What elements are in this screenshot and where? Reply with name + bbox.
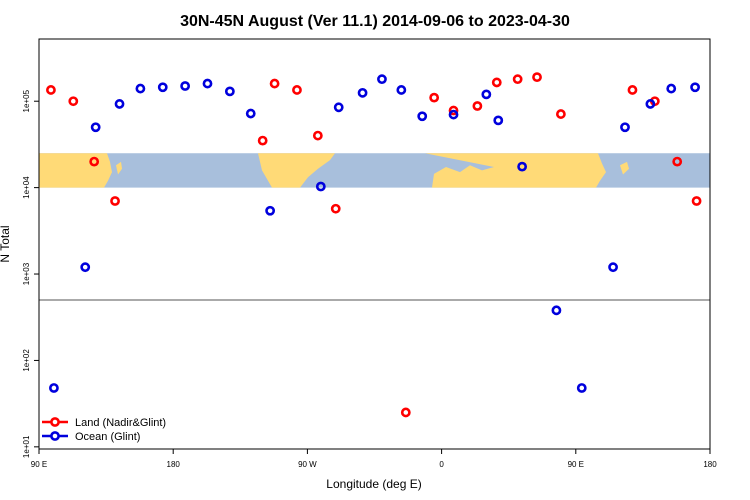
data-point [608, 262, 618, 273]
legend-marker [50, 417, 60, 427]
plot-frame [38, 38, 711, 450]
data-point [517, 161, 528, 172]
data-point [49, 383, 59, 393]
data-point [429, 92, 440, 103]
data-point [551, 305, 562, 316]
x-tick-label: 90 E [568, 460, 584, 469]
map-land [116, 161, 122, 175]
series-land [46, 72, 702, 418]
data-point [269, 78, 280, 89]
y-tick-label: 1e+05 [22, 89, 31, 112]
data-point [448, 105, 459, 116]
world-map-band [39, 153, 710, 188]
data-point [377, 74, 387, 85]
y-tick-label: 1e+01 [22, 435, 31, 458]
data-point [157, 82, 168, 93]
data-point [672, 156, 683, 167]
data-point [292, 85, 302, 95]
data-point [512, 74, 523, 85]
data-point [202, 78, 213, 89]
data-point [333, 102, 344, 113]
data-point [690, 82, 700, 93]
data-point [555, 109, 566, 119]
data-point [620, 122, 630, 133]
data-point [666, 83, 677, 94]
legend-entry: Ocean (Glint) [75, 431, 140, 443]
data-point [627, 85, 638, 95]
data-point [645, 99, 656, 109]
data-point [68, 96, 79, 107]
legend: Land (Nadir&Glint) Ocean (Glint) [42, 417, 166, 443]
data-point [330, 203, 341, 214]
data-point [396, 85, 407, 95]
legend-entry: Land (Nadir&Glint) [75, 417, 166, 429]
data-point [357, 87, 368, 98]
data-point [472, 101, 483, 111]
y-tick-label: 1e+03 [22, 262, 31, 285]
data-point [417, 111, 428, 122]
data-point [80, 262, 91, 273]
data-point [90, 122, 101, 133]
data-point [265, 205, 276, 216]
data-point [576, 383, 587, 393]
data-point [135, 83, 146, 94]
series-ocean [49, 74, 700, 393]
x-tick-label: 90 W [298, 460, 317, 469]
data-point [532, 72, 542, 83]
x-tick-label: 0 [439, 460, 444, 469]
map-land [620, 161, 629, 175]
data-point [257, 135, 268, 146]
x-tick-label: 90 E [31, 460, 47, 469]
data-point [245, 108, 256, 119]
map-land [425, 153, 606, 188]
y-axis: 1e+01 1e+02 1e+03 1e+04 1e+05 [22, 89, 39, 458]
data-point [89, 156, 100, 167]
data-point [491, 77, 502, 88]
y-tick-label: 1e+02 [22, 349, 31, 372]
data-points [46, 72, 702, 418]
data-point [110, 196, 120, 206]
y-tick-label: 1e+04 [22, 176, 31, 199]
map-ocean [39, 153, 710, 188]
data-point [493, 115, 504, 126]
x-tick-label: 180 [167, 460, 181, 469]
x-tick-label: 180 [703, 460, 717, 469]
data-point [180, 81, 191, 91]
data-point [114, 99, 125, 109]
data-point [691, 196, 702, 206]
data-point [448, 109, 459, 120]
x-axis-label: Longitude (deg E) [326, 477, 421, 491]
data-point [481, 89, 492, 100]
x-axis: 90 E 180 90 W 0 90 E 180 [31, 449, 717, 469]
data-point [224, 86, 235, 97]
data-point [46, 85, 56, 95]
data-point [400, 407, 411, 418]
data-point [312, 130, 323, 141]
y-axis-label: N Total [0, 225, 12, 262]
map-land [39, 153, 112, 188]
chart-title: 30N-45N August (Ver 11.1) 2014-09-06 to … [180, 13, 570, 30]
map-land [258, 153, 335, 188]
legend-marker [50, 431, 60, 441]
data-point [315, 181, 326, 192]
